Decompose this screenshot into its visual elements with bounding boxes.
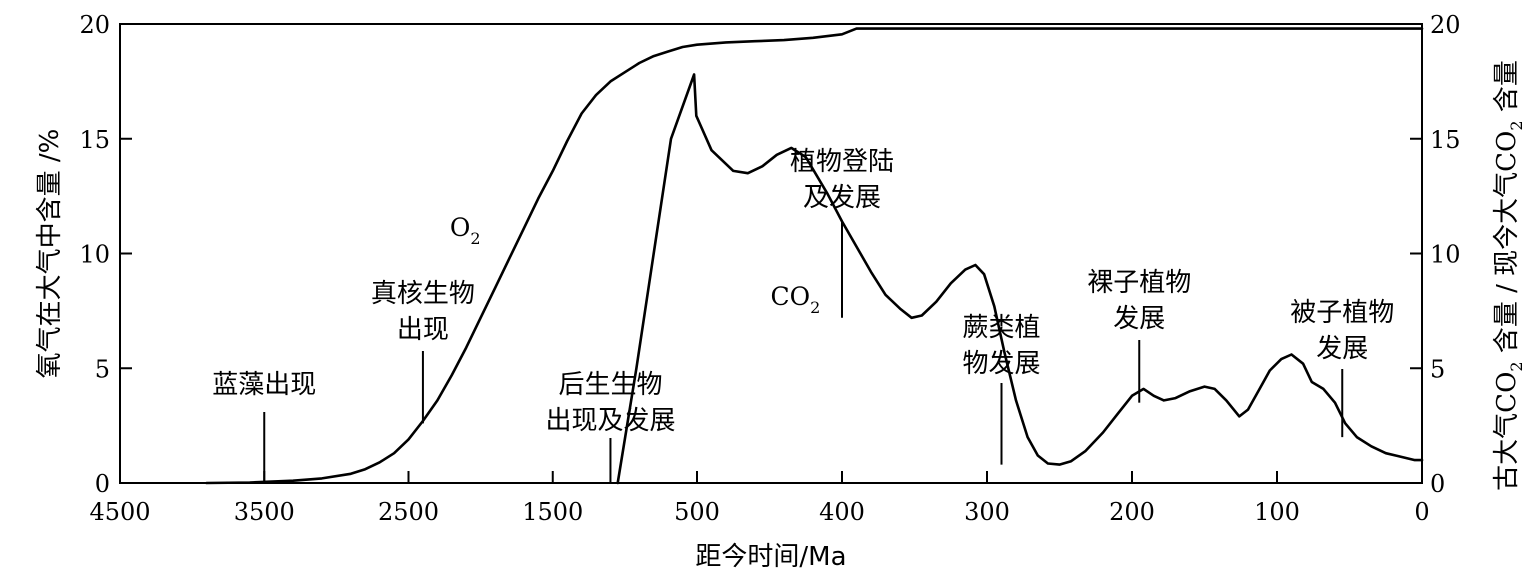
x-tick-label: 4500: [89, 498, 150, 526]
annotation-text: 物发展: [962, 349, 1040, 379]
left-y-tick-label: 0: [95, 470, 110, 498]
x-axis-title: 距今时间/Ma: [695, 542, 846, 572]
co2-series-line: [616, 73, 1424, 485]
x-tick-label: 100: [1254, 498, 1300, 526]
right-y-tick-label: 15: [1430, 126, 1461, 154]
annotation-text: 发展: [1113, 304, 1165, 334]
right-y-tick-label: 20: [1430, 11, 1461, 39]
annotation-text: 裸子植物: [1087, 268, 1191, 298]
left-y-tick-label: 20: [79, 11, 110, 39]
x-tick-label: 300: [964, 498, 1010, 526]
co2-series-label: CO2: [771, 282, 821, 317]
annotation-text: 被子植物: [1290, 298, 1394, 328]
x-tick-label: 3500: [234, 498, 295, 526]
right-y-axis-ticks: 0 5 10 15 20: [1410, 11, 1461, 498]
annotation-text: 植物登陆: [790, 147, 894, 177]
x-axis-ticks: 4500 3500 2500 1500 500 400 300 200 100 0: [89, 471, 1430, 526]
x-tick-label: 500: [674, 498, 720, 526]
right-y-tick-label: 10: [1430, 241, 1461, 269]
event-annotation: 蓝藻出现: [212, 370, 316, 483]
annotation-text: 蕨类植: [962, 313, 1040, 343]
annotation-text: 蓝藻出现: [212, 370, 316, 400]
plot-frame: [119, 23, 1423, 484]
left-y-tick-label: 5: [95, 355, 110, 383]
right-y-tick-label: 0: [1430, 470, 1445, 498]
left-y-tick-label: 15: [79, 126, 110, 154]
x-tick-label: 0: [1414, 498, 1429, 526]
annotation-text: 真核生物: [371, 279, 475, 309]
left-y-axis-title: 氧气在大气中含量 /%: [35, 129, 65, 379]
x-tick-label: 200: [1109, 498, 1155, 526]
annotation-text: 出现及发展: [545, 406, 675, 436]
o2-series-line: [205, 27, 1424, 485]
right-y-axis-title: 古大气CO2 含量 / 现今大气CO2 含量: [1492, 60, 1526, 491]
x-tick-label: 2500: [378, 498, 439, 526]
x-tick-label: 400: [819, 498, 865, 526]
right-y-tick-label: 5: [1430, 355, 1445, 383]
annotation-text: 发展: [1316, 334, 1368, 364]
o2-series-label: O2: [450, 213, 481, 248]
x-tick-label: 1500: [522, 498, 583, 526]
annotation-text: 出现: [397, 315, 449, 345]
annotation-text: 后生生物: [558, 370, 662, 400]
left-y-tick-label: 10: [79, 241, 110, 269]
annotation-text: 及发展: [803, 183, 881, 213]
left-y-axis-ticks: 0 5 10 15 20: [79, 11, 132, 498]
